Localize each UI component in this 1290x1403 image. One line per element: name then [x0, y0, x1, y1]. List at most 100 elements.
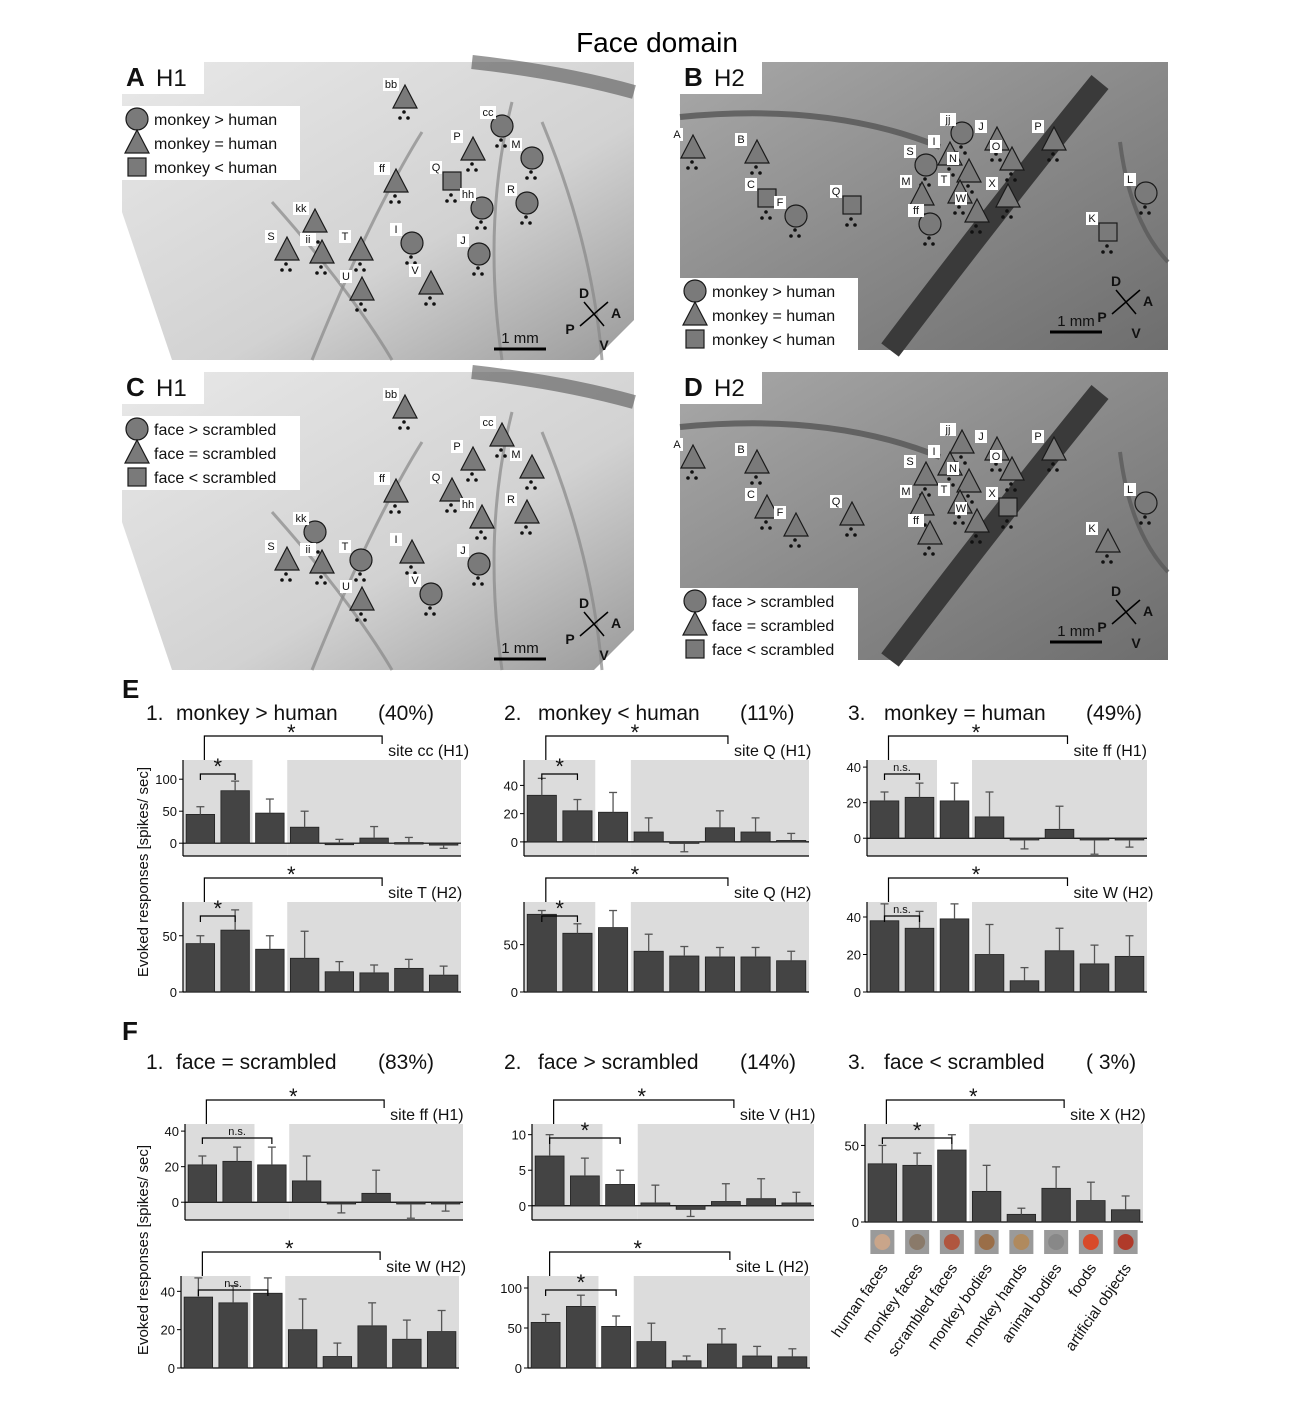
- comparison-bracket-far: [203, 877, 383, 902]
- site-label-bg: [940, 423, 956, 436]
- electrode-dot: [1101, 560, 1105, 564]
- electrode-dot: [754, 165, 758, 169]
- site-label: cc: [483, 417, 495, 429]
- electrode-dot: [1105, 244, 1109, 248]
- y-tick-label: 40: [504, 778, 518, 793]
- negative-shading: [937, 838, 972, 856]
- site-label: bb: [385, 389, 397, 401]
- comparison-label-near: *: [555, 754, 564, 779]
- vessel-line: [1118, 141, 1170, 264]
- site-label: jj: [945, 424, 951, 436]
- electrode-dot: [959, 145, 963, 149]
- site-label: S: [906, 456, 913, 468]
- electrode-dot: [931, 242, 935, 246]
- electrode-dot: [1013, 178, 1017, 182]
- site-label-bg: [374, 162, 390, 175]
- comparison-bracket-near: [545, 1289, 617, 1296]
- triangle-marker: [783, 511, 809, 537]
- electrode-dot: [957, 515, 961, 519]
- panel-letter: E: [122, 674, 139, 704]
- hemisphere-label: H1: [156, 375, 187, 402]
- site-label: P: [453, 131, 460, 143]
- site-marker-R: R: [505, 493, 540, 535]
- electrode-dot: [480, 272, 484, 276]
- bar-chart-f2-9: 0 50 100 * * site L (H2): [500, 1236, 810, 1376]
- triangle-marker: [744, 138, 770, 164]
- site-label-bg: [430, 471, 442, 484]
- bar: [359, 837, 389, 844]
- site-label-bg: [457, 234, 469, 247]
- y-tick-label: 0: [511, 835, 518, 850]
- y-tick-label: 100: [500, 1281, 522, 1296]
- bar: [740, 831, 771, 843]
- electrode-dot: [479, 530, 483, 534]
- y-tick-label: 5: [519, 1163, 526, 1178]
- electrode-dot: [970, 230, 974, 234]
- circle-marker: [914, 153, 938, 177]
- bar: [1044, 950, 1075, 993]
- site-label-bg: [293, 512, 309, 525]
- orient-a: A: [611, 615, 621, 631]
- triangle-marker: [124, 128, 150, 154]
- orient-a: A: [1143, 603, 1153, 619]
- electrode-dot: [288, 268, 292, 272]
- site-marker-V: V: [409, 264, 444, 306]
- square-marker: [757, 188, 777, 208]
- electrode-dot: [789, 234, 793, 238]
- site-label: M: [901, 486, 910, 498]
- electrode-dot: [389, 510, 393, 514]
- panel-letter: B: [684, 62, 703, 92]
- site-label: J: [978, 121, 984, 133]
- comparison-label-near: *: [577, 1270, 586, 1295]
- electrode-dot: [280, 268, 284, 272]
- site-label: ff: [913, 205, 920, 217]
- site-label-bg: [430, 161, 442, 174]
- electrode-dot: [978, 540, 982, 544]
- panel-letter: D: [684, 372, 703, 402]
- comparison-bracket-near: [541, 773, 579, 780]
- site-label: O: [992, 451, 1001, 463]
- electrode-dot: [355, 618, 359, 622]
- bar: [904, 796, 935, 839]
- comparison-bracket-far: [885, 1099, 1065, 1124]
- electrode-dot: [1139, 211, 1143, 215]
- column-percent: (11%): [740, 702, 794, 725]
- electrode-dot: [529, 170, 533, 174]
- site-marker-B: B: [735, 443, 770, 485]
- bar: [255, 812, 285, 844]
- panel-letter: A: [126, 62, 145, 92]
- site-marker-N: N: [947, 152, 982, 194]
- site-label-bg: [265, 540, 277, 553]
- y-tick-label: 0: [170, 836, 177, 851]
- bar: [669, 841, 700, 844]
- bar: [974, 954, 1005, 993]
- electrode-dot: [849, 527, 853, 531]
- site-label: X: [988, 178, 996, 190]
- site-label: X: [988, 488, 996, 500]
- electrode-dot: [475, 226, 479, 230]
- site-marker-T: T: [339, 540, 373, 582]
- site-marker-ff: ff: [908, 204, 942, 246]
- y-tick-label: 0: [170, 985, 177, 1000]
- electrode-dot: [398, 116, 402, 120]
- bar: [1079, 963, 1110, 993]
- legend-label: face = scrambled: [712, 618, 834, 635]
- bar: [1006, 1213, 1037, 1223]
- column-percent: (14%): [740, 1051, 796, 1074]
- panel-label-box: [122, 62, 204, 94]
- site-label: S: [267, 231, 274, 243]
- bar: [570, 1175, 600, 1207]
- site-marker-K: K: [1086, 212, 1118, 254]
- site-label-bg: [390, 533, 402, 546]
- scale-bar-label: 1 mm: [501, 330, 539, 347]
- electrode-dot: [479, 220, 483, 224]
- site-label: F: [777, 507, 784, 519]
- electrode-dot: [354, 578, 358, 582]
- electrode-dot: [923, 177, 927, 181]
- site-marker-Q: Q: [430, 161, 462, 203]
- site-label: T: [941, 484, 948, 496]
- site-marker-ff: ff: [374, 162, 409, 204]
- comparison-label-far: *: [285, 1236, 294, 1261]
- electrode-dot: [1143, 205, 1147, 209]
- electrode-dot: [845, 223, 849, 227]
